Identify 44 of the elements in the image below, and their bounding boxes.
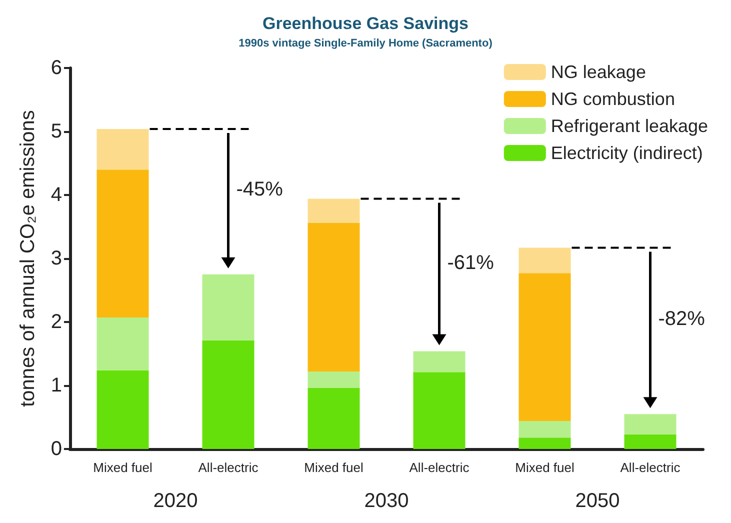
bar bbox=[518, 421, 571, 438]
bar bbox=[413, 372, 466, 449]
legend-label: Electricity (indirect) bbox=[550, 143, 703, 163]
annotation: -82% bbox=[658, 308, 706, 330]
bar bbox=[413, 351, 466, 372]
chart-subtitle: 1990s vintage Single-Family Home (Sacramento) bbox=[238, 38, 493, 50]
bar bbox=[202, 274, 254, 340]
bar bbox=[624, 414, 676, 434]
legend-label: Refrigerant leakage bbox=[550, 116, 708, 136]
x-tick-label: All-electric bbox=[620, 460, 681, 475]
x-tick-label: All-electric bbox=[198, 460, 259, 475]
y-tick-label: 5 bbox=[50, 120, 62, 142]
bar bbox=[96, 370, 149, 449]
y-tick-label: 4 bbox=[50, 184, 62, 206]
bar bbox=[96, 318, 149, 370]
legend-label: NG combustion bbox=[550, 89, 675, 109]
annotation: -61% bbox=[447, 252, 494, 274]
text: 2050 bbox=[575, 490, 620, 512]
x-tick-label: Mixed fuel bbox=[304, 460, 364, 475]
bar bbox=[96, 128, 149, 170]
bar bbox=[624, 434, 676, 449]
annotation: -45% bbox=[236, 178, 284, 201]
bar bbox=[308, 388, 360, 449]
y-tick-label: 1 bbox=[50, 374, 62, 396]
y-axis-title: tonnes of annual CO₂e emissions bbox=[17, 110, 39, 407]
x-tick-label: Mixed fuel bbox=[93, 460, 152, 475]
bar bbox=[308, 198, 360, 223]
x-tick-label: Mixed fuel bbox=[515, 460, 574, 475]
chart-title: Greenhouse Gas Savings bbox=[262, 14, 468, 33]
bar bbox=[518, 438, 571, 449]
y-tick-label: 6 bbox=[50, 57, 62, 79]
text: 2030 bbox=[364, 490, 409, 512]
bar bbox=[308, 222, 360, 372]
bar bbox=[202, 340, 254, 449]
y-tick-label: 2 bbox=[50, 311, 62, 333]
bar bbox=[518, 273, 571, 422]
bar bbox=[96, 170, 149, 318]
bar bbox=[308, 372, 360, 388]
x-tick-label: All-electric bbox=[409, 460, 470, 475]
bar bbox=[518, 248, 571, 274]
legend-label: NG leakage bbox=[550, 62, 646, 82]
text: 2020 bbox=[153, 490, 198, 512]
y-tick-label: 0 bbox=[50, 438, 62, 460]
y-tick-label: 3 bbox=[50, 248, 62, 270]
